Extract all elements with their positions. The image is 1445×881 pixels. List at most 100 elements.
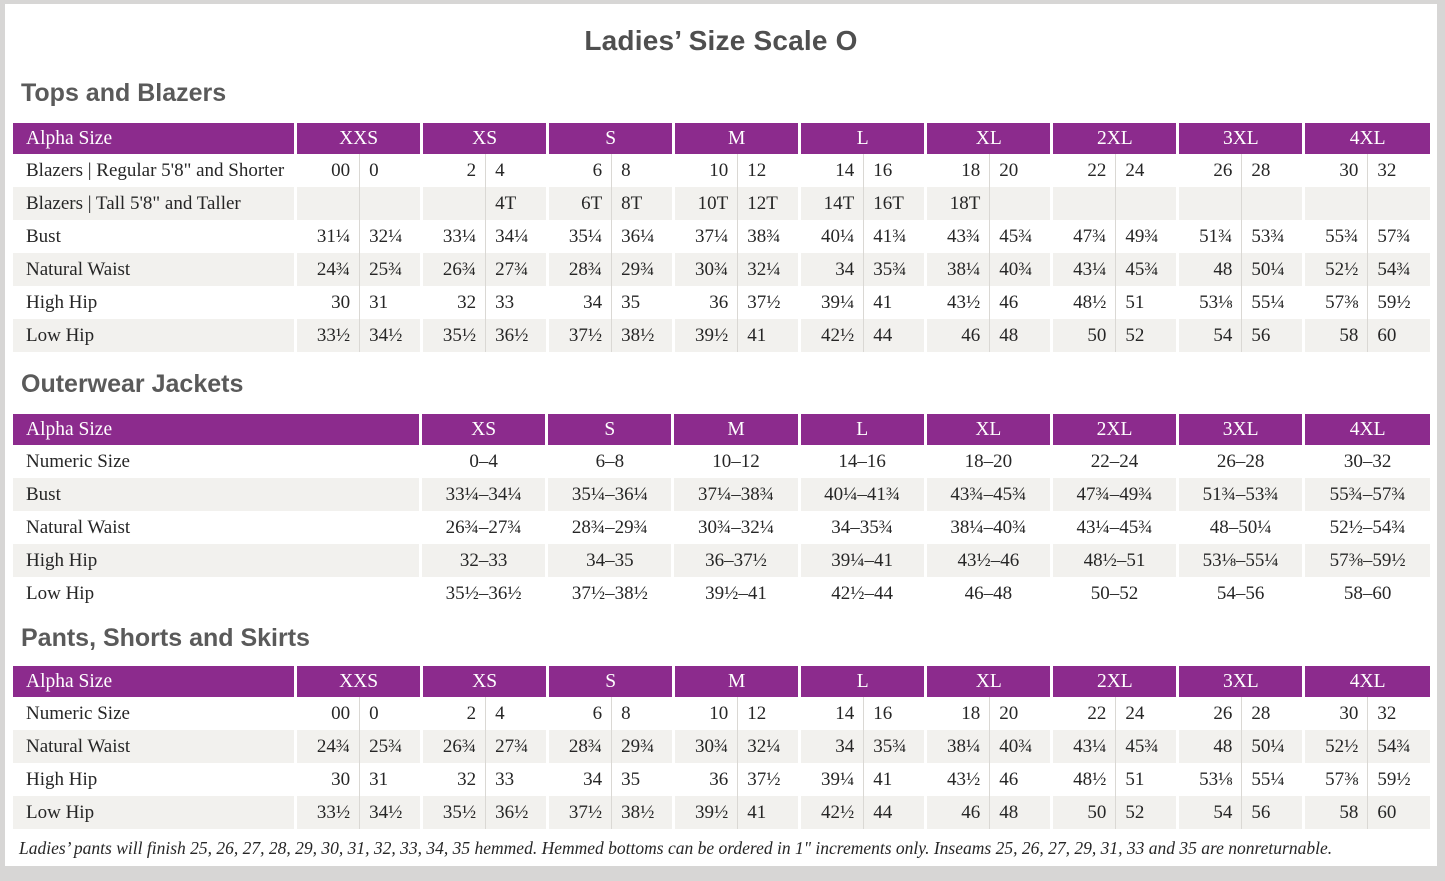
row-label: Natural Waist [13, 253, 296, 286]
size-cell: 34½ [359, 319, 422, 352]
size-cell: 43½ [924, 286, 990, 319]
size-cell: 25¾ [359, 730, 422, 763]
size-cell: 37½ [546, 796, 612, 829]
size-cell: 39½–41 [671, 577, 800, 610]
size-cell: 27¾ [485, 730, 548, 763]
size-cell: 20 [989, 154, 1052, 187]
size-cell: 18 [924, 154, 990, 187]
size-cell: 38¼–40¾ [923, 511, 1052, 544]
size-column-header: 4XL [1302, 414, 1430, 445]
size-cell [1050, 187, 1116, 220]
size-cell: 58 [1302, 319, 1368, 352]
table-row: Blazers | Regular 5'8" and Shorter 00 0 2 4 6… [13, 154, 1430, 187]
size-cell: 22 [1050, 154, 1116, 187]
size-column-header: S [546, 666, 674, 697]
size-cell: 46 [924, 796, 990, 829]
size-cell: 46–48 [923, 577, 1052, 610]
size-cell: 41 [737, 796, 800, 829]
size-cell: 48½ [1050, 763, 1116, 796]
size-cell: 26–28 [1176, 445, 1304, 478]
row-label: Blazers | Tall 5'8" and Taller [13, 187, 296, 220]
size-cell: 24¾ [294, 730, 360, 763]
size-cell: 00 [294, 697, 360, 730]
table-row: High Hip 30 31 32 33 34 35 36 37½ 39¼ 41 43½ 46 48½ 51… [13, 763, 1430, 796]
size-cell: 8 [611, 154, 674, 187]
size-column-header: L [798, 666, 926, 697]
size-cell: 32–33 [419, 544, 547, 577]
size-cell: 35¾ [863, 253, 926, 286]
size-cell: 34–35 [545, 544, 673, 577]
size-cell: 59½ [1367, 286, 1430, 319]
size-cell: 26 [1176, 154, 1242, 187]
size-cell: 29¾ [611, 730, 674, 763]
row-label: Bust [13, 478, 421, 511]
size-cell: 6T [546, 187, 612, 220]
size-cell: 59½ [1367, 763, 1430, 796]
size-cell: 40¾ [989, 730, 1052, 763]
size-cell: 35 [611, 286, 674, 319]
size-cell: 29¾ [611, 253, 674, 286]
size-cell: 35½ [420, 796, 486, 829]
table-row: High Hip 32–33 34–35 36–37½ 39¼–41 43½–46 48½–… [13, 544, 1430, 577]
size-cell: 32¼ [359, 220, 422, 253]
row-label: Bust [26, 225, 61, 247]
size-cell: 60 [1367, 319, 1430, 352]
size-column-header: XL [924, 123, 1052, 154]
size-cell: 18 [924, 697, 990, 730]
size-cell: 28 [1241, 154, 1304, 187]
size-cell: 10T [672, 187, 738, 220]
size-cell: 57⅜–59½ [1302, 544, 1430, 577]
header-row: Alpha Size XXS XS S M L XL 2XL 3XL 4XL [13, 666, 1430, 697]
size-cell: 33¼ [420, 220, 486, 253]
size-cell: 18T [924, 187, 990, 220]
size-column-header: M [672, 123, 800, 154]
size-cell: 41 [863, 763, 926, 796]
size-cell: 36 [672, 286, 738, 319]
size-cell: 8T [611, 187, 674, 220]
size-cell: 33½ [294, 796, 360, 829]
size-cell: 28¾ [546, 253, 612, 286]
size-cell: 38¼ [924, 730, 990, 763]
size-cell: 37½–38½ [545, 577, 673, 610]
size-column-header: L [797, 414, 926, 445]
size-cell: 50¼ [1241, 730, 1304, 763]
size-cell: 31 [359, 286, 422, 319]
size-cell [1367, 187, 1430, 220]
row-label: Numeric Size [26, 450, 130, 472]
size-cell: 52½ [1302, 253, 1368, 286]
size-cell: 57¾ [1367, 220, 1430, 253]
size-cell: 38½ [611, 319, 674, 352]
row-label: High Hip [13, 544, 421, 577]
size-cell: 30 [1302, 697, 1368, 730]
size-cell: 54–56 [1176, 577, 1304, 610]
size-column-header: XL [924, 666, 1052, 697]
size-cell: 55¾ [1302, 220, 1368, 253]
table-row: Low Hip 33½ 34½ 35½ 36½ 37½ 38½ 39½ 41 42½ 44 46 48 5… [13, 319, 1430, 352]
table-row: Bust 33¼–34¼ 35¼–36¼ 37¼–38¾ 40¼–41¾ 43¾–45¾ 4… [13, 478, 1430, 511]
size-cell: 30 [294, 763, 360, 796]
size-cell [989, 187, 1052, 220]
size-column-header: S [545, 414, 673, 445]
size-cell: 54 [1176, 796, 1242, 829]
size-column-header: 4XL [1302, 666, 1430, 697]
header-row: Alpha Size XXS XS S M L XL 2XL 3XL 4XL [13, 123, 1430, 154]
alpha-size-header: Alpha Size [13, 414, 421, 445]
size-cell: 40¾ [989, 253, 1052, 286]
size-cell: 36½ [485, 319, 548, 352]
size-cell: 39½ [672, 796, 738, 829]
size-cell: 47¾–49¾ [1049, 478, 1178, 511]
size-cell: 37¼ [672, 220, 738, 253]
size-cell: 39¼ [798, 763, 864, 796]
size-cell: 28¾–29¾ [545, 511, 673, 544]
size-column-header: 2XL [1050, 123, 1178, 154]
size-column-header: M [671, 414, 800, 445]
size-cell: 45¾ [989, 220, 1052, 253]
row-label: High Hip [26, 291, 98, 313]
size-cell: 53⅛ [1176, 763, 1242, 796]
table-row: Numeric Size 0–4 6–8 10–12 14–16 18–20 22–24 26… [13, 445, 1430, 478]
size-cell: 51 [1115, 286, 1178, 319]
size-cell: 43¼ [1050, 730, 1116, 763]
size-cell: 36½ [485, 796, 548, 829]
size-cell: 35½–36½ [419, 577, 547, 610]
size-cell [1241, 187, 1304, 220]
